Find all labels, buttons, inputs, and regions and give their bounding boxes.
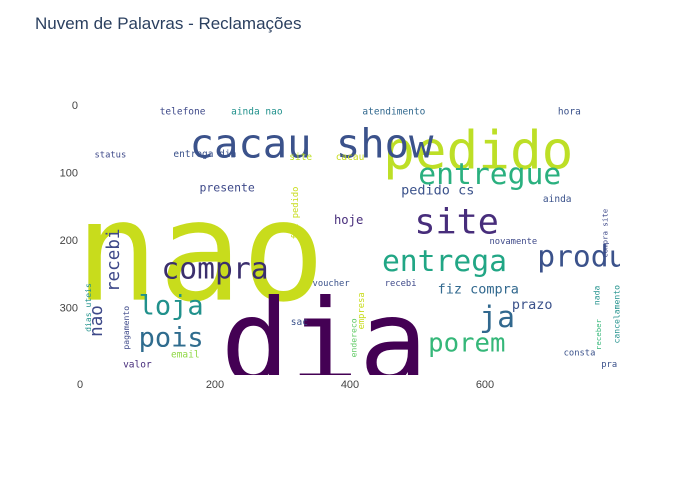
x-tick-label: 600 (476, 379, 494, 391)
y-tick-label: 200 (60, 235, 78, 247)
word-28: ainda (543, 194, 572, 205)
word-3: cacau show (190, 119, 434, 167)
word-24: status (94, 151, 126, 161)
word-20: telefone (160, 106, 206, 117)
word-45: receber (594, 318, 603, 350)
word-23: hora (558, 106, 581, 117)
word-44: compra site (601, 208, 610, 257)
word-27: cacau (336, 152, 365, 163)
word-32: sac (291, 317, 308, 328)
word-4: site (414, 201, 498, 242)
word-42: cancelamento (612, 285, 622, 344)
x-tick-label: 400 (341, 379, 359, 391)
word-34: valor (123, 359, 152, 370)
word-0: nao (75, 172, 325, 333)
word-1: dia (221, 276, 428, 410)
word-18: hoje (334, 213, 363, 227)
word-26: site (289, 152, 312, 163)
word-38: dias uteis (83, 283, 93, 332)
y-tick-label: 100 (60, 168, 78, 180)
word-21: ainda nao (231, 106, 283, 117)
word-35: consta (564, 348, 596, 358)
word-8: produto (537, 239, 662, 274)
word-37: pagamento (121, 306, 131, 350)
word-22: atendimento (362, 106, 425, 117)
word-30: voucher (313, 279, 350, 289)
word-12: ja (479, 300, 515, 335)
word-41: endereco (348, 318, 358, 357)
x-axis: 0 200 400 600 (77, 379, 494, 391)
word-31: recebi (385, 279, 417, 289)
x-tick-label: 0 (77, 379, 83, 391)
word-11: porem (428, 328, 505, 358)
word-39: fiz pedido (291, 187, 301, 240)
word-33: email (171, 349, 200, 360)
word-9: loja (139, 291, 204, 322)
word-17: prazo (512, 297, 553, 313)
word-16: fiz compra (438, 281, 519, 297)
word-13: recebi (104, 228, 124, 292)
word-5: compra (161, 252, 268, 287)
word-19: presente (199, 180, 254, 194)
word-15: pedido cs (401, 183, 474, 199)
word-29: novamente (490, 237, 538, 247)
plot-background (80, 105, 620, 375)
y-tick-label: 300 (60, 303, 78, 315)
x-tick-label: 200 (206, 379, 224, 391)
word-36: pra (601, 360, 617, 370)
word-10: pois (139, 322, 204, 353)
y-tick-label: 0 (72, 100, 78, 112)
word-2: pedido (383, 120, 573, 181)
word-43: nada (591, 285, 601, 305)
word-14: nao (87, 305, 107, 337)
y-axis: 0 100 200 300 (60, 100, 78, 315)
word-25: entrega dia (173, 149, 236, 160)
word-6: entrega (382, 244, 507, 279)
chart-title: Nuvem de Palavras - Reclamações (35, 14, 302, 33)
word-40: empresa (357, 292, 367, 329)
word-7: entregue (418, 157, 561, 192)
